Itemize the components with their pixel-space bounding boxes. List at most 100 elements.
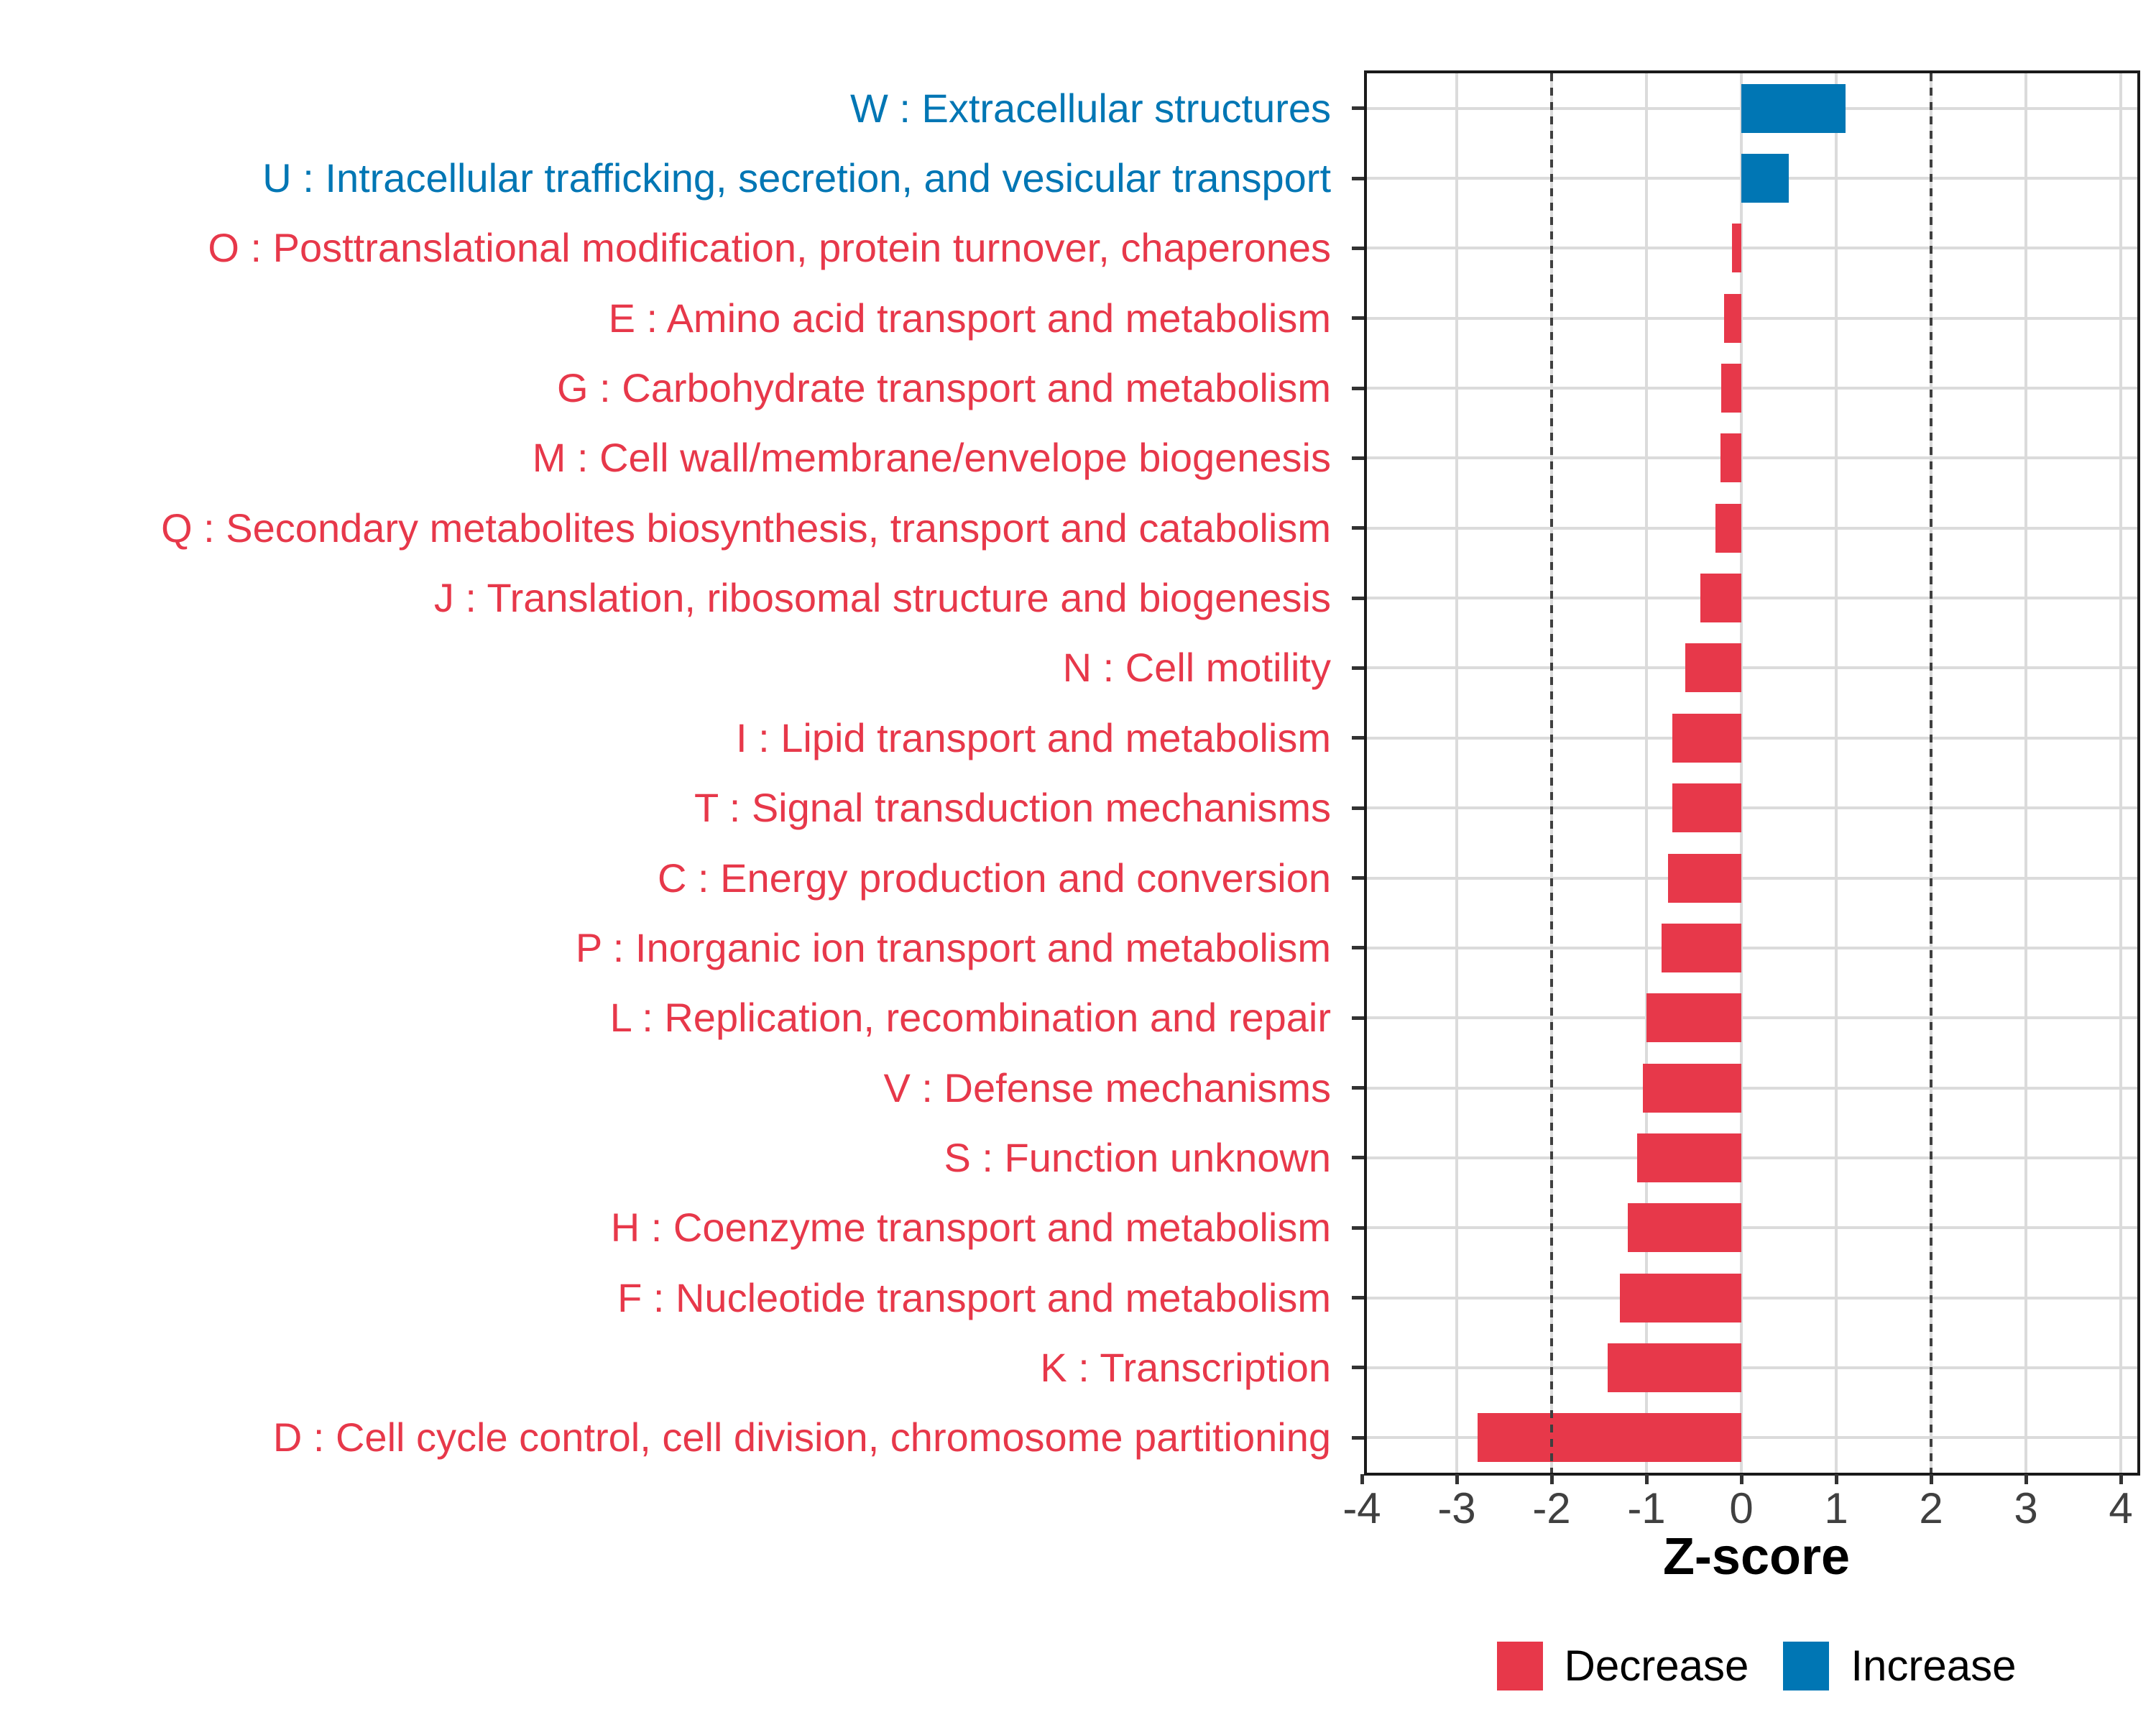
x-tick--4 [1360, 1474, 1364, 1484]
y-tick-U [1352, 176, 1364, 180]
gridline-row-M [1367, 456, 2137, 460]
legend-item-decrease: Decrease [1496, 1642, 1749, 1690]
category-label-U: U : Intracellular trafficking, secretion… [262, 155, 1331, 201]
x-tick-label--3: -3 [1437, 1484, 1476, 1532]
bar-P [1662, 923, 1741, 972]
gridline-row-O [1367, 247, 2137, 250]
legend-item-increase: Increase [1783, 1642, 2016, 1690]
bar-F [1620, 1273, 1741, 1322]
bar-K [1607, 1343, 1741, 1392]
x-tick-0 [1739, 1474, 1743, 1484]
y-tick-E [1352, 316, 1364, 321]
gridline-x--3 [1455, 73, 1458, 1473]
bar-J [1700, 574, 1741, 623]
bar-D [1478, 1413, 1741, 1463]
x-tick-label-3: 3 [2014, 1484, 2038, 1532]
y-tick-V [1352, 1086, 1364, 1090]
gridline-x-1 [1835, 73, 1838, 1473]
category-label-Q: Q : Secondary metabolites biosynthesis, … [161, 505, 1331, 551]
y-tick-H [1352, 1225, 1364, 1230]
gridline-row-C [1367, 876, 2137, 880]
y-tick-S [1352, 1156, 1364, 1160]
gridline-row-F [1367, 1296, 2137, 1300]
gridline-row-K [1367, 1366, 2137, 1369]
gridline-x-0 [1740, 73, 1743, 1473]
gridline-row-D [1367, 1436, 2137, 1440]
gridline-row-J [1367, 597, 2137, 600]
y-tick-F [1352, 1296, 1364, 1300]
category-label-J: J : Translation, ribosomal structure and… [433, 575, 1331, 621]
x-tick-label--1: -1 [1627, 1484, 1666, 1532]
y-tick-T [1352, 806, 1364, 810]
bar-S [1636, 1133, 1741, 1182]
bar-C [1668, 853, 1741, 903]
gridline-row-N [1367, 666, 2137, 670]
bar-W [1741, 83, 1846, 133]
gridline-row-P [1367, 946, 2137, 949]
x-tick-label-2: 2 [1919, 1484, 1943, 1532]
category-label-T: T : Signal transduction mechanisms [694, 785, 1331, 831]
x-tick--3 [1455, 1474, 1459, 1484]
plot-panel [1364, 70, 2140, 1476]
gridline-x--1 [1645, 73, 1648, 1473]
category-label-L: L : Replication, recombination and repai… [609, 995, 1331, 1041]
x-tick--2 [1549, 1474, 1554, 1484]
bar-T [1672, 783, 1741, 833]
bar-V [1642, 1063, 1741, 1113]
x-tick--1 [1644, 1474, 1649, 1484]
gridline-row-T [1367, 806, 2137, 810]
y-tick-D [1352, 1435, 1364, 1440]
y-tick-Q [1352, 526, 1364, 530]
bar-G [1721, 364, 1741, 413]
gridline-row-V [1367, 1086, 2137, 1090]
y-tick-K [1352, 1366, 1364, 1370]
y-tick-O [1352, 246, 1364, 250]
x-tick-1 [1834, 1474, 1838, 1484]
category-label-H: H : Coenzyme transport and metabolism [610, 1205, 1331, 1251]
x-tick-4 [2119, 1474, 2123, 1484]
gridline-row-I [1367, 736, 2137, 740]
category-label-C: C : Energy production and conversion [658, 855, 1331, 901]
gridline-row-G [1367, 387, 2137, 390]
gridline-row-Q [1367, 526, 2137, 530]
category-label-S: S : Function unknown [944, 1134, 1331, 1180]
y-tick-C [1352, 876, 1364, 880]
legend-label-decrease: Decrease [1564, 1642, 1749, 1690]
category-label-V: V : Defense mechanisms [883, 1064, 1331, 1110]
gridline-row-L [1367, 1016, 2137, 1020]
y-tick-W [1352, 106, 1364, 111]
bar-U [1741, 154, 1789, 203]
x-tick-label-0: 0 [1729, 1484, 1754, 1532]
bar-L [1646, 993, 1741, 1043]
x-tick-2 [1929, 1474, 1933, 1484]
x-tick-3 [2024, 1474, 2028, 1484]
legend-label-increase: Increase [1851, 1642, 2017, 1690]
gridline-x-4 [2119, 73, 2122, 1473]
y-tick-P [1352, 946, 1364, 950]
category-label-N: N : Cell motility [1062, 645, 1331, 691]
bar-Q [1715, 503, 1741, 553]
category-label-W: W : Extracellular structures [849, 85, 1331, 131]
category-label-F: F : Nucleotide transport and metabolism [617, 1274, 1331, 1320]
y-tick-L [1352, 1016, 1364, 1020]
y-tick-G [1352, 386, 1364, 390]
bar-I [1672, 713, 1741, 763]
x-axis-title: Z-score [1662, 1528, 1851, 1586]
legend-swatch-decrease [1496, 1642, 1543, 1690]
category-label-O: O : Posttranslational modification, prot… [208, 225, 1331, 271]
reference-line--2 [1550, 73, 1553, 1473]
category-label-I: I : Lipid transport and metabolism [736, 714, 1331, 760]
x-tick-label-4: 4 [2109, 1484, 2133, 1532]
legend-swatch-increase [1783, 1642, 1830, 1690]
x-tick-label--4: -4 [1342, 1484, 1381, 1532]
y-tick-M [1352, 456, 1364, 460]
bar-H [1627, 1203, 1741, 1253]
gridline-row-S [1367, 1156, 2137, 1159]
bar-E [1724, 293, 1741, 343]
bar-N [1685, 643, 1741, 693]
category-label-K: K : Transcription [1040, 1344, 1331, 1390]
bar-M [1720, 433, 1741, 483]
legend: Decrease Increase [1253, 1637, 2156, 1695]
category-label-M: M : Cell wall/membrane/envelope biogenes… [532, 435, 1331, 481]
category-label-E: E : Amino acid transport and metabolism [608, 295, 1331, 341]
